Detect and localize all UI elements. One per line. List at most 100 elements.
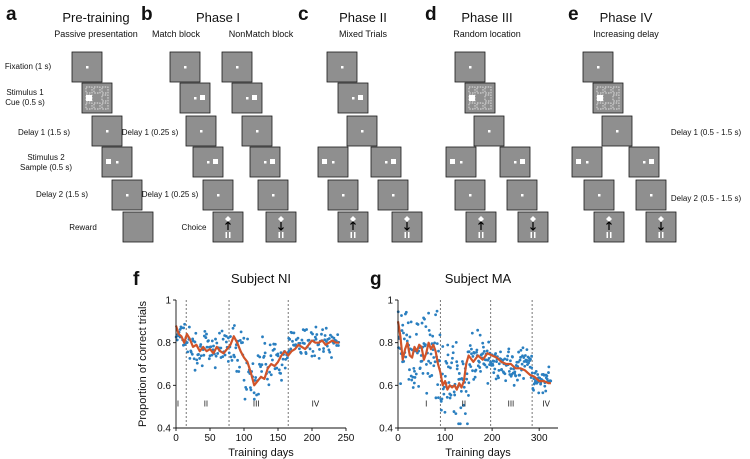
fixation-dot xyxy=(352,97,355,100)
data-point xyxy=(503,372,507,376)
x-tick-label: 200 xyxy=(484,433,501,444)
data-point xyxy=(290,331,294,335)
data-point xyxy=(190,352,194,356)
data-point xyxy=(289,347,293,351)
data-point xyxy=(304,352,308,355)
data-point xyxy=(517,350,521,354)
data-point xyxy=(220,329,224,333)
phase-label: II xyxy=(204,400,208,409)
card-stimulus1 xyxy=(231,82,263,114)
data-point xyxy=(507,350,510,354)
arrow-down-icon xyxy=(530,222,536,231)
panel-a-title: Pre-training xyxy=(62,10,129,25)
data-point xyxy=(461,362,465,366)
choice-bars-target xyxy=(478,232,480,238)
data-point xyxy=(458,422,462,426)
grid-location xyxy=(101,86,109,94)
stimulus-square xyxy=(469,95,475,101)
fixation-dot xyxy=(616,130,619,133)
data-point xyxy=(424,343,427,347)
panel-c-title: Phase II xyxy=(339,10,387,25)
data-point xyxy=(279,371,283,375)
data-point xyxy=(252,391,256,395)
card-delay2 xyxy=(454,179,486,211)
data-point xyxy=(482,350,486,353)
data-point xyxy=(226,359,230,363)
data-point xyxy=(432,356,436,359)
data-point xyxy=(421,371,425,375)
data-point xyxy=(505,358,509,362)
data-point xyxy=(210,339,214,343)
data-point xyxy=(303,342,306,345)
data-point xyxy=(441,345,445,348)
data-point xyxy=(194,331,198,335)
data-point xyxy=(252,397,256,401)
data-point xyxy=(485,365,489,369)
data-point xyxy=(400,329,404,332)
fixation-dot xyxy=(194,97,197,100)
data-point xyxy=(231,326,235,330)
data-point xyxy=(483,363,487,367)
data-point xyxy=(214,337,217,341)
data-point xyxy=(218,331,221,335)
phase1-label-choice: Choice xyxy=(182,223,207,232)
data-point xyxy=(481,341,485,345)
data-point xyxy=(449,366,452,370)
data-point xyxy=(473,375,477,379)
panel-e-subtitle: Increasing delay xyxy=(593,29,659,39)
data-point xyxy=(472,351,476,355)
choice-bars-target xyxy=(482,232,484,238)
grid-location xyxy=(93,102,101,110)
label-stim1-line1: Stimulus 1 xyxy=(6,88,44,97)
fixation-dot xyxy=(106,130,109,133)
data-point xyxy=(467,394,470,397)
data-point xyxy=(330,356,333,359)
data-point xyxy=(239,330,243,334)
data-point xyxy=(468,344,472,347)
data-point xyxy=(287,349,291,353)
data-point xyxy=(443,410,447,414)
data-point xyxy=(507,347,511,351)
data-point xyxy=(454,412,458,416)
card-fixation xyxy=(326,51,358,83)
data-point xyxy=(269,373,273,377)
data-point xyxy=(412,381,416,385)
stimulus-square xyxy=(252,95,257,100)
data-point xyxy=(292,331,296,335)
data-point xyxy=(213,366,217,370)
x-tick-label: 300 xyxy=(531,433,548,444)
data-point xyxy=(233,355,236,359)
data-point xyxy=(311,332,314,336)
grid-location xyxy=(85,102,93,110)
data-point xyxy=(261,335,264,339)
x-tick-label: 100 xyxy=(236,433,253,444)
grid-location xyxy=(476,102,484,110)
data-point xyxy=(186,350,190,354)
data-point xyxy=(407,377,411,381)
data-point xyxy=(465,377,469,381)
data-point xyxy=(187,325,191,329)
data-point xyxy=(459,406,463,410)
data-point xyxy=(499,350,502,354)
data-point xyxy=(475,350,478,354)
data-point xyxy=(414,372,418,376)
data-point xyxy=(445,395,449,399)
data-point xyxy=(322,347,325,350)
data-point xyxy=(251,362,255,365)
data-point xyxy=(283,366,287,370)
data-point xyxy=(241,341,244,344)
data-point xyxy=(273,342,277,346)
choice-diamond-target xyxy=(478,216,484,222)
data-point xyxy=(455,364,459,368)
card-fixation xyxy=(71,51,103,83)
data-point xyxy=(262,354,266,358)
data-point xyxy=(258,362,261,366)
data-point xyxy=(314,337,318,341)
data-point xyxy=(481,352,485,356)
fixation-dot xyxy=(469,66,472,69)
y-axis-label: Proportion of correct trials xyxy=(137,301,149,427)
data-point xyxy=(454,340,458,344)
data-point xyxy=(516,378,519,382)
data-point xyxy=(281,357,285,361)
data-point xyxy=(268,370,271,374)
